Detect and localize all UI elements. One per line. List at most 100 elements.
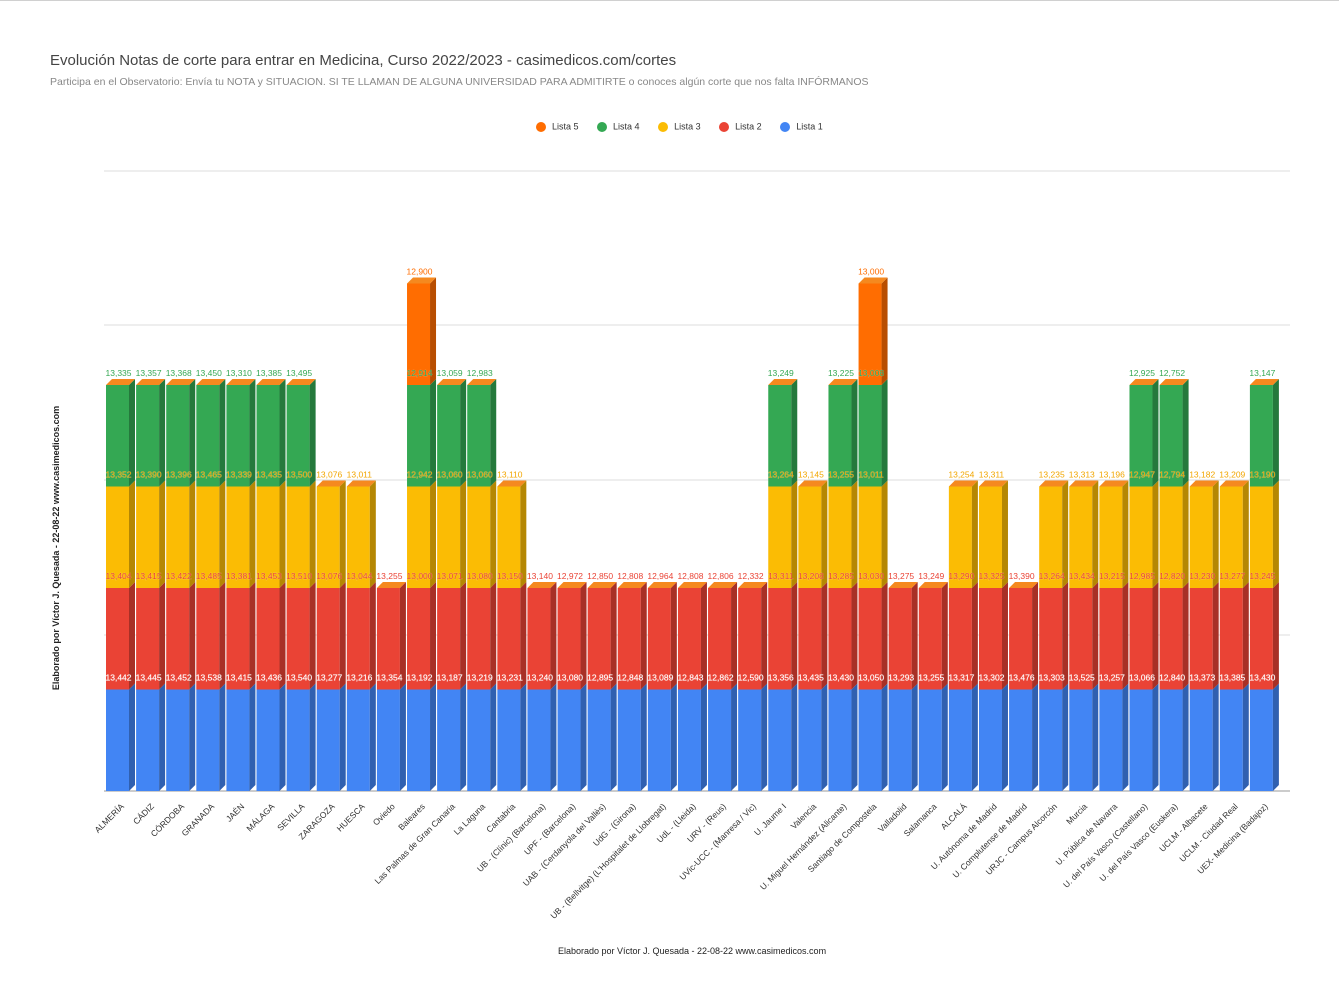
- data-label: 13,434: [1069, 571, 1095, 581]
- bar-side-lista-2: [941, 582, 948, 690]
- data-label: 13,385: [256, 368, 282, 378]
- bar-lista-2: [1159, 588, 1183, 690]
- data-label: 13,356: [768, 673, 794, 683]
- bar-side-lista-3: [490, 480, 497, 588]
- data-label: 13,076: [316, 571, 342, 581]
- bar-side-lista-2: [610, 582, 617, 690]
- bar-side-lista-1: [881, 683, 888, 791]
- data-label: 13,255: [918, 673, 944, 683]
- bar-lista-1: [948, 689, 972, 791]
- data-label: 13,235: [1039, 470, 1065, 480]
- bar-lista-1: [708, 689, 732, 791]
- legend-item-lista-3[interactable]: Lista 3: [658, 121, 701, 132]
- bar-top-cap: [226, 379, 256, 385]
- data-label: 12,808: [677, 571, 703, 581]
- bar-side-lista-2: [490, 582, 497, 690]
- bar-side-lista-1: [1122, 683, 1129, 791]
- data-label: 12,900: [407, 267, 433, 277]
- bar-lista-1: [647, 689, 671, 791]
- bar-lista-2: [437, 588, 461, 690]
- data-label: 13,436: [256, 673, 282, 683]
- bar-side-lista-1: [249, 683, 256, 791]
- bar-side-lista-2: [731, 582, 738, 690]
- bar-side-lista-2: [791, 582, 798, 690]
- legend-item-lista-1[interactable]: Lista 1: [780, 121, 823, 132]
- bar-side-lista-1: [821, 683, 828, 791]
- bar-side-lista-1: [580, 683, 587, 791]
- bar-lista-4: [196, 385, 220, 487]
- x-tick-label: CÁDIZ: [131, 801, 156, 826]
- bar-side-lista-3: [369, 480, 376, 588]
- bar-lista-2: [256, 588, 280, 690]
- bar-side-lista-2: [911, 582, 918, 690]
- bar-side-lista-4: [430, 379, 437, 487]
- bar-side-lista-2: [219, 582, 226, 690]
- data-label: 13,445: [136, 673, 162, 683]
- bar-side-lista-4: [249, 379, 256, 487]
- bar-lista-3: [437, 486, 461, 588]
- bar-side-lista-1: [550, 683, 557, 791]
- bar-side-lista-2: [1242, 582, 1249, 690]
- bar-lista-4: [256, 385, 280, 487]
- bar-top-cap: [708, 582, 738, 588]
- bar-side-lista-3: [279, 480, 286, 588]
- data-label: 12,985: [1129, 571, 1155, 581]
- bar-top-cap: [286, 379, 316, 385]
- bar-top-cap: [1189, 480, 1219, 487]
- data-label: 13,368: [166, 368, 192, 378]
- bar-lista-2: [286, 588, 310, 690]
- data-label: 13,059: [437, 368, 463, 378]
- bar-lista-3: [1039, 486, 1063, 588]
- data-label: 13,080: [467, 571, 493, 581]
- bar-side-lista-1: [159, 683, 166, 791]
- data-label: 13,352: [106, 470, 132, 480]
- x-tick-label: ALMERÍA: [92, 801, 126, 835]
- bar-side-lista-2: [1272, 582, 1279, 690]
- x-tick-label: Salamanca: [902, 801, 939, 838]
- bar-side-lista-2: [460, 582, 467, 690]
- bar-lista-2: [617, 588, 641, 690]
- bar-top-cap: [256, 379, 286, 385]
- bar-top-cap: [948, 480, 978, 487]
- data-label: 13,182: [1189, 470, 1215, 480]
- bar-lista-2: [677, 588, 701, 690]
- data-label: 13,311: [768, 571, 794, 581]
- bar-side-lista-2: [520, 582, 527, 690]
- bar-lista-1: [828, 689, 852, 791]
- bar-lista-1: [527, 689, 551, 791]
- bar-side-lista-1: [399, 683, 406, 791]
- bar-lista-3: [1189, 486, 1213, 588]
- legend-item-lista-5[interactable]: Lista 5: [536, 121, 579, 132]
- bar-lista-1: [978, 689, 1002, 791]
- data-label: 13,538: [196, 673, 222, 683]
- bar-side-lista-2: [279, 582, 286, 690]
- data-label: 13,277: [316, 673, 342, 683]
- bar-side-lista-2: [670, 582, 677, 690]
- legend-item-lista-4[interactable]: Lista 4: [597, 121, 640, 132]
- bar-lista-1: [196, 689, 220, 791]
- bar-lista-2: [1219, 588, 1243, 690]
- bar-lista-3: [286, 486, 310, 588]
- data-label: 13,435: [798, 673, 824, 683]
- bar-side-lista-1: [339, 683, 346, 791]
- bar-lista-5: [407, 283, 431, 385]
- bar-lista-2: [828, 588, 852, 690]
- bar-lista-3: [166, 486, 190, 588]
- bar-side-lista-2: [700, 582, 707, 690]
- bar-side-lista-1: [851, 683, 858, 791]
- bar-side-lista-1: [640, 683, 647, 791]
- bar-side-lista-3: [881, 480, 888, 588]
- bar-side-lista-3: [1062, 480, 1069, 588]
- bar-lista-3: [1219, 486, 1243, 588]
- legend-item-lista-2[interactable]: Lista 2: [719, 121, 762, 132]
- bar-lista-3: [256, 486, 280, 588]
- data-label: 13,249: [918, 571, 944, 581]
- data-label: 13,060: [437, 470, 463, 480]
- bar-lista-3: [1159, 486, 1183, 588]
- bar-lista-2: [1129, 588, 1153, 690]
- bar-lista-1: [376, 689, 400, 791]
- data-label: 13,339: [226, 470, 252, 480]
- data-label: 13,293: [888, 673, 914, 683]
- bar-side-lista-2: [1092, 582, 1099, 690]
- bar-lista-3: [497, 486, 521, 588]
